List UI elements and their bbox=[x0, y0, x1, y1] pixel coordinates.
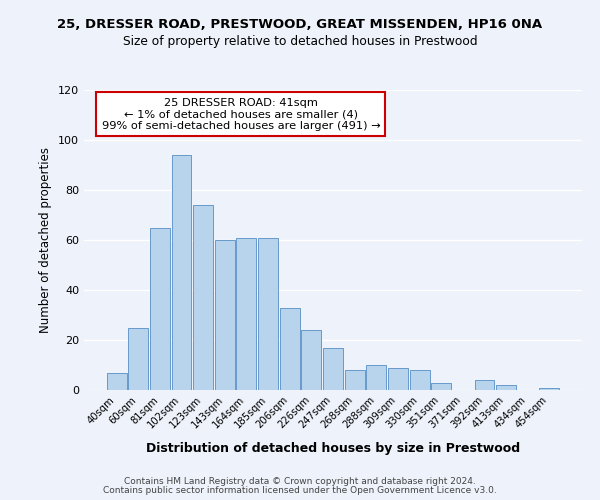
Bar bbox=[128, 328, 148, 390]
Text: Size of property relative to detached houses in Prestwood: Size of property relative to detached ho… bbox=[122, 35, 478, 48]
Bar bbox=[107, 372, 127, 390]
Bar bbox=[172, 155, 191, 390]
Bar bbox=[280, 308, 299, 390]
Bar bbox=[475, 380, 494, 390]
Y-axis label: Number of detached properties: Number of detached properties bbox=[40, 147, 52, 333]
Bar bbox=[301, 330, 322, 390]
Bar bbox=[215, 240, 235, 390]
Text: Contains HM Land Registry data © Crown copyright and database right 2024.: Contains HM Land Registry data © Crown c… bbox=[124, 477, 476, 486]
Bar bbox=[258, 238, 278, 390]
Bar bbox=[388, 368, 408, 390]
Bar bbox=[236, 238, 256, 390]
Bar bbox=[431, 382, 451, 390]
Bar bbox=[539, 388, 559, 390]
X-axis label: Distribution of detached houses by size in Prestwood: Distribution of detached houses by size … bbox=[146, 442, 520, 454]
Bar bbox=[344, 370, 365, 390]
Text: 25 DRESSER ROAD: 41sqm
← 1% of detached houses are smaller (4)
99% of semi-detac: 25 DRESSER ROAD: 41sqm ← 1% of detached … bbox=[101, 98, 380, 130]
Bar bbox=[496, 385, 516, 390]
Bar bbox=[410, 370, 430, 390]
Bar bbox=[193, 205, 213, 390]
Bar bbox=[150, 228, 170, 390]
Bar bbox=[323, 348, 343, 390]
Text: 25, DRESSER ROAD, PRESTWOOD, GREAT MISSENDEN, HP16 0NA: 25, DRESSER ROAD, PRESTWOOD, GREAT MISSE… bbox=[58, 18, 542, 30]
Bar bbox=[367, 365, 386, 390]
Text: Contains public sector information licensed under the Open Government Licence v3: Contains public sector information licen… bbox=[103, 486, 497, 495]
